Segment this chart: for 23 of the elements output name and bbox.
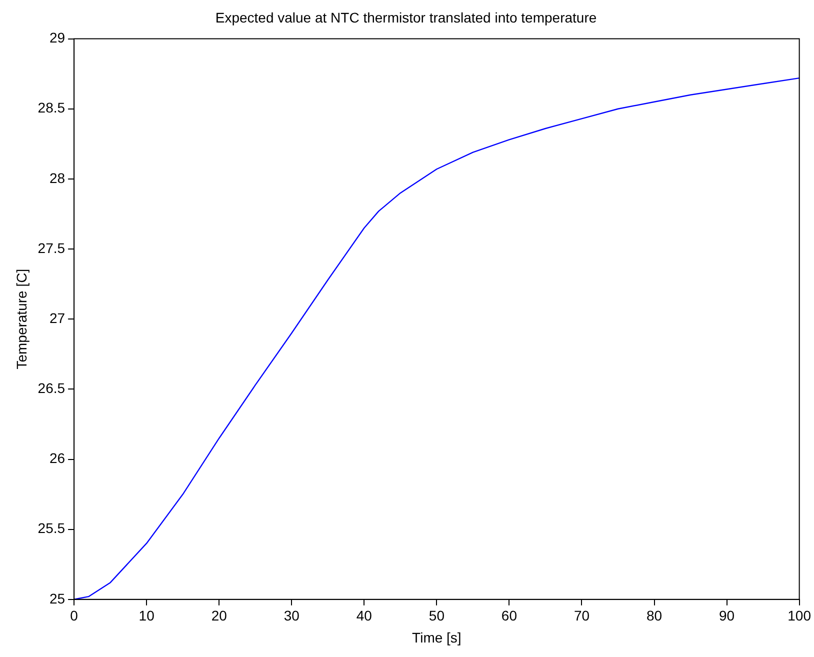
x-tick-label: 60 [501,608,518,624]
x-tick-label: 0 [70,608,78,624]
x-tick-label: 90 [719,608,735,624]
chart-title: Expected value at NTC thermistor translated into temperature [215,9,597,26]
y-tick-label: 28.5 [38,100,66,116]
y-tick-label: 29 [49,30,66,46]
y-tick-label: 26.5 [38,380,66,396]
y-tick-label: 28 [49,170,66,186]
x-tick-label: 40 [356,608,372,624]
x-tick-label: 20 [211,608,228,624]
x-tick-label: 80 [646,608,662,624]
y-tick-label: 26 [49,450,66,466]
y-tick-label: 25 [49,590,66,606]
y-axis-title: Temperature [C] [13,268,30,370]
x-axis-title: Time [s] [412,629,462,646]
y-tick-label: 27.5 [38,240,66,256]
x-tick-label: 70 [574,608,590,624]
y-tick-label: 25.5 [38,520,66,536]
x-tick-label: 100 [788,608,812,624]
x-tick-label: 10 [138,608,155,624]
x-tick-label: 30 [284,608,300,624]
y-tick-label: 27 [49,310,66,326]
x-tick-label: 50 [428,608,445,624]
